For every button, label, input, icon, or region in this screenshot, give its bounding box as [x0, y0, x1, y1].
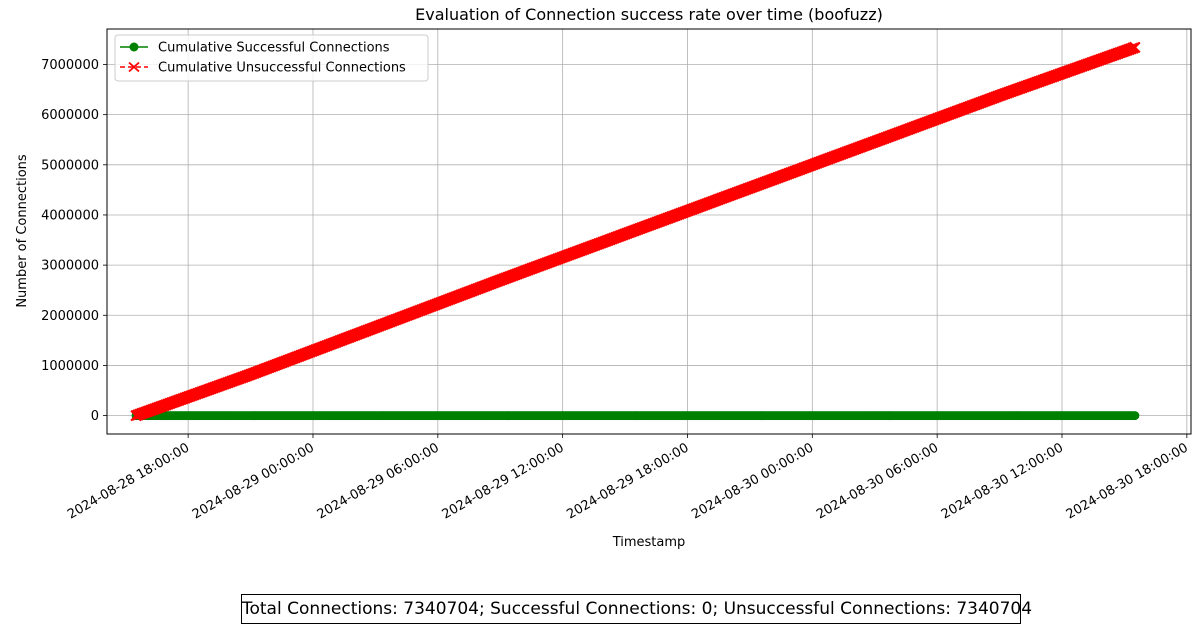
- legend-frame: [114, 34, 429, 82]
- data-point: [1130, 411, 1140, 421]
- x-tick-label: 2024-08-30 06:00:00: [814, 440, 941, 522]
- legend-label: Cumulative Successful Connections: [158, 41, 390, 56]
- legend-entry: Cumulative Successful Connections: [120, 41, 390, 56]
- legend-marker: [129, 42, 139, 52]
- y-axis-label: Number of Connections: [15, 154, 30, 308]
- axis-ticks: 0 1000000 2000000 3000000 4000000 5000000 6000…: [41, 58, 1191, 523]
- plot-frame: [106, 28, 1192, 435]
- legend-label: Cumulative Unsuccessful Connections: [158, 61, 406, 76]
- y-tick-label: 2000000: [41, 309, 99, 324]
- legend-marker: [128, 61, 140, 73]
- y-tick-label: 6000000: [41, 108, 99, 123]
- x-tick-label: 2024-08-30 18:00:00: [1064, 440, 1191, 522]
- grid-lines: [107, 29, 1191, 434]
- legend: Cumulative Successful Connections Cumulat…: [114, 34, 429, 82]
- summary-text: Total Connections: 7340704; Successful C…: [242, 599, 1033, 619]
- plot-series: [130, 41, 1141, 422]
- legend-entry: Cumulative Unsuccessful Connections: [120, 61, 406, 76]
- x-tick-label: 2024-08-29 12:00:00: [440, 440, 567, 522]
- series-markers: [130, 41, 1141, 422]
- series-markers: [131, 411, 1140, 421]
- chart-title: Evaluation of Connection success rate ov…: [415, 5, 883, 24]
- x-axis-label: Timestamp: [612, 535, 686, 550]
- y-tick-label: 3000000: [41, 259, 99, 274]
- y-tick-label: 7000000: [41, 58, 99, 73]
- data-point: [1129, 41, 1141, 54]
- y-tick-label: 5000000: [41, 158, 99, 173]
- x-tick-label: 2024-08-29 18:00:00: [564, 440, 691, 522]
- y-tick-label: 4000000: [41, 208, 99, 223]
- connections-chart: 0 1000000 2000000 3000000 4000000 5000000 6000…: [15, 5, 1192, 550]
- x-tick-label: 2024-08-29 00:00:00: [190, 440, 317, 522]
- y-tick-label: 1000000: [41, 359, 99, 374]
- x-tick-label: 2024-08-29 06:00:00: [315, 440, 442, 522]
- summary-box: Total Connections: 7340704; Successful C…: [241, 594, 1032, 624]
- y-tick-label: 0: [91, 409, 99, 424]
- x-tick-label: 2024-08-28 18:00:00: [65, 440, 192, 522]
- x-tick-label: 2024-08-30 12:00:00: [939, 440, 1066, 522]
- x-tick-label: 2024-08-30 00:00:00: [689, 440, 816, 522]
